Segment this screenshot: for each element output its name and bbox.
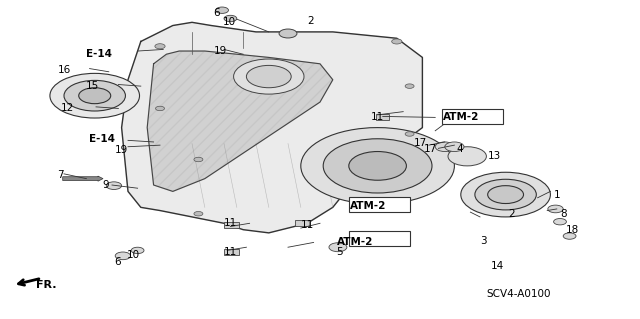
Circle shape — [405, 84, 414, 88]
Circle shape — [155, 44, 165, 49]
Text: 15: 15 — [86, 81, 99, 91]
Circle shape — [349, 152, 406, 180]
Text: 2: 2 — [509, 209, 515, 219]
Text: 11: 11 — [301, 220, 314, 230]
Text: 6: 6 — [213, 8, 220, 19]
Text: 2: 2 — [307, 16, 314, 26]
Text: 17: 17 — [414, 138, 427, 148]
Circle shape — [216, 7, 228, 13]
Circle shape — [131, 247, 144, 254]
Circle shape — [554, 219, 566, 225]
Bar — [295, 220, 310, 226]
Polygon shape — [147, 51, 333, 191]
Text: 4: 4 — [456, 144, 463, 154]
Text: 11: 11 — [224, 218, 237, 228]
Circle shape — [329, 243, 347, 252]
Circle shape — [156, 106, 164, 111]
Circle shape — [224, 15, 237, 22]
Text: 13: 13 — [488, 151, 501, 161]
Text: E-14: E-14 — [86, 49, 112, 59]
Circle shape — [246, 65, 291, 88]
Circle shape — [301, 128, 454, 204]
Circle shape — [392, 39, 402, 44]
Circle shape — [435, 142, 454, 152]
Text: 10: 10 — [223, 17, 236, 27]
Text: 10: 10 — [127, 250, 140, 260]
Circle shape — [279, 29, 297, 38]
FancyArrowPatch shape — [19, 279, 39, 285]
Bar — [376, 114, 389, 120]
Text: 19: 19 — [115, 145, 128, 155]
Circle shape — [448, 147, 486, 166]
FancyBboxPatch shape — [349, 231, 410, 246]
FancyArrow shape — [63, 176, 103, 181]
Circle shape — [461, 172, 550, 217]
Circle shape — [475, 179, 536, 210]
Circle shape — [385, 205, 396, 210]
Circle shape — [563, 233, 576, 239]
Text: 17: 17 — [424, 144, 436, 154]
Text: 14: 14 — [492, 261, 504, 271]
Circle shape — [488, 186, 524, 204]
Text: 8: 8 — [560, 209, 566, 219]
Text: FR.: FR. — [36, 279, 56, 290]
Circle shape — [115, 252, 131, 260]
Text: 9: 9 — [102, 180, 109, 190]
Text: ATM-2: ATM-2 — [350, 201, 386, 211]
Text: 11: 11 — [371, 112, 384, 122]
Text: ATM-2: ATM-2 — [337, 237, 373, 247]
Text: SCV4-A0100: SCV4-A0100 — [486, 289, 550, 299]
Circle shape — [50, 73, 140, 118]
Circle shape — [405, 132, 414, 136]
Circle shape — [64, 80, 125, 111]
Text: 3: 3 — [480, 236, 486, 246]
Text: 12: 12 — [61, 103, 74, 114]
FancyBboxPatch shape — [349, 197, 410, 212]
Circle shape — [445, 142, 464, 152]
Circle shape — [548, 205, 563, 213]
Bar — [224, 249, 239, 255]
Text: 5: 5 — [336, 247, 342, 257]
Polygon shape — [122, 22, 422, 233]
Bar — [224, 222, 239, 228]
Text: 7: 7 — [58, 170, 64, 181]
Circle shape — [234, 59, 304, 94]
Text: 1: 1 — [554, 189, 560, 200]
Text: 18: 18 — [566, 225, 579, 235]
Circle shape — [106, 182, 122, 189]
FancyBboxPatch shape — [442, 109, 503, 124]
Circle shape — [79, 88, 111, 104]
Text: 6: 6 — [114, 257, 120, 267]
Text: 16: 16 — [58, 65, 70, 75]
Text: 11: 11 — [224, 247, 237, 257]
Text: 19: 19 — [214, 46, 227, 56]
Circle shape — [323, 139, 432, 193]
Text: E-14: E-14 — [90, 134, 115, 144]
Text: ATM-2: ATM-2 — [443, 112, 479, 122]
Circle shape — [194, 157, 203, 162]
Circle shape — [194, 211, 203, 216]
